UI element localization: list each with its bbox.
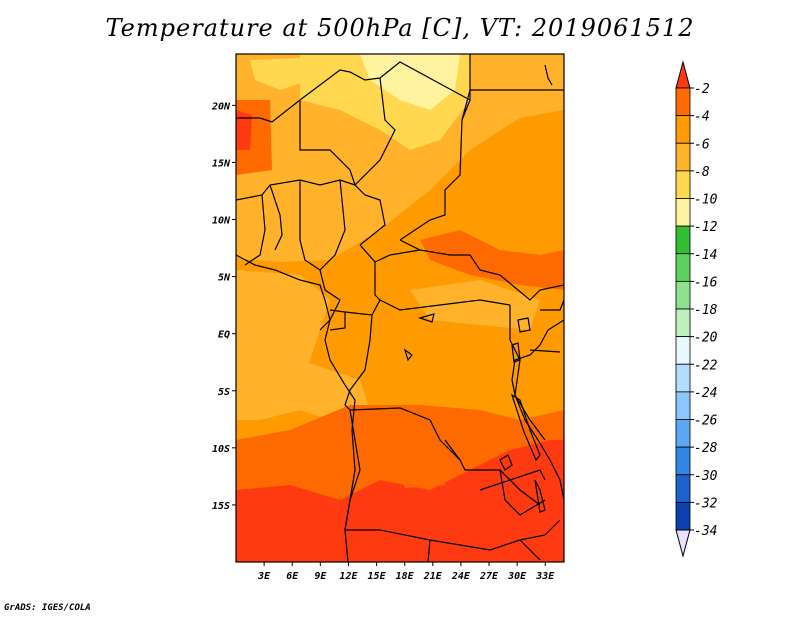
colorbar-label: -14	[694, 248, 717, 263]
lon-tick-label: 21E	[423, 571, 443, 582]
colorbar-box	[675, 446, 691, 476]
colorbar-label: -30	[694, 469, 718, 484]
colorbar-box	[675, 419, 691, 448]
temperature-field	[236, 54, 564, 562]
lat-tick-label: EQ	[218, 330, 230, 341]
colorbar-label: -20	[694, 331, 718, 346]
lon-tick-label: 24E	[451, 571, 471, 582]
colorbar-label: -10	[694, 193, 718, 208]
colorbar-label: -26	[694, 414, 718, 429]
colorbar-label: -18	[694, 303, 718, 318]
colorbar-label: -2	[694, 82, 710, 97]
lat-tick-label: 15N	[212, 158, 231, 169]
country-borders	[236, 54, 564, 562]
colorbar-label: -16	[694, 275, 718, 290]
colorbar-box	[675, 253, 691, 282]
colorbar-box	[675, 474, 691, 503]
coastline	[236, 64, 564, 562]
lon-tick-label: 9E	[314, 571, 327, 582]
lon-tick-label: 12E	[339, 571, 358, 582]
latitude-axis: 20N 15N 10N 5N EQ 5S 10S 15S	[211, 101, 236, 512]
colorbar-box	[675, 115, 691, 144]
lakes	[403, 313, 546, 513]
colorbar-label: -8	[694, 165, 710, 180]
lon-tick-label: 27E	[479, 571, 499, 582]
colorbar-box	[675, 170, 691, 199]
lat-tick-label: 20N	[211, 101, 231, 112]
colorbar-box	[675, 87, 691, 117]
lon-tick-label: 15E	[368, 571, 387, 582]
colorbar: -2 -4 -6 -8 -10 -12 -14 -16 -18 -20 -22 -24 -26 -28 -3…	[675, 60, 718, 558]
lat-tick-label: 10N	[212, 216, 231, 227]
colorbar-bottom-arrow	[675, 529, 691, 558]
colorbar-label: -22	[694, 358, 718, 373]
colorbar-top-arrow	[675, 60, 691, 89]
colorbar-box	[675, 198, 691, 227]
colorbar-box	[675, 501, 691, 531]
colorbar-label: -32	[694, 496, 718, 511]
colorbar-box	[675, 391, 691, 420]
map-frame	[235, 53, 565, 563]
colorbar-label: -12	[694, 220, 718, 235]
lon-tick-label: 6E	[286, 571, 299, 582]
lat-tick-label: 10S	[212, 444, 230, 455]
lon-tick-label: 3E	[257, 571, 271, 582]
colorbar-box	[675, 363, 691, 393]
lon-tick-label: 33E	[535, 571, 555, 582]
colorbar-box	[675, 225, 691, 255]
longitude-axis: 3E 6E 9E 12E 15E 18E 21E 24E 27E 30E 33E	[257, 562, 555, 582]
lat-tick-label: 5N	[218, 273, 231, 284]
colorbar-box	[675, 308, 691, 338]
colorbar-label: -4	[694, 110, 710, 125]
lon-tick-label: 30E	[507, 571, 527, 582]
colorbar-label: -24	[694, 386, 717, 401]
colorbar-label: -28	[694, 441, 718, 456]
colorbar-label: -6	[694, 137, 710, 152]
chart-title: Temperature at 500hPa [C], VT: 201906151…	[105, 14, 695, 42]
lat-tick-label: 15S	[212, 501, 230, 512]
colorbar-label: -34	[694, 524, 717, 539]
colorbar-box	[675, 280, 691, 310]
lat-tick-label: 5S	[218, 387, 230, 398]
colorbar-box	[675, 336, 691, 365]
grads-credit: GrADS: IGES/COLA	[4, 603, 91, 613]
lon-tick-label: 18E	[396, 571, 415, 582]
colorbar-box	[675, 142, 691, 172]
